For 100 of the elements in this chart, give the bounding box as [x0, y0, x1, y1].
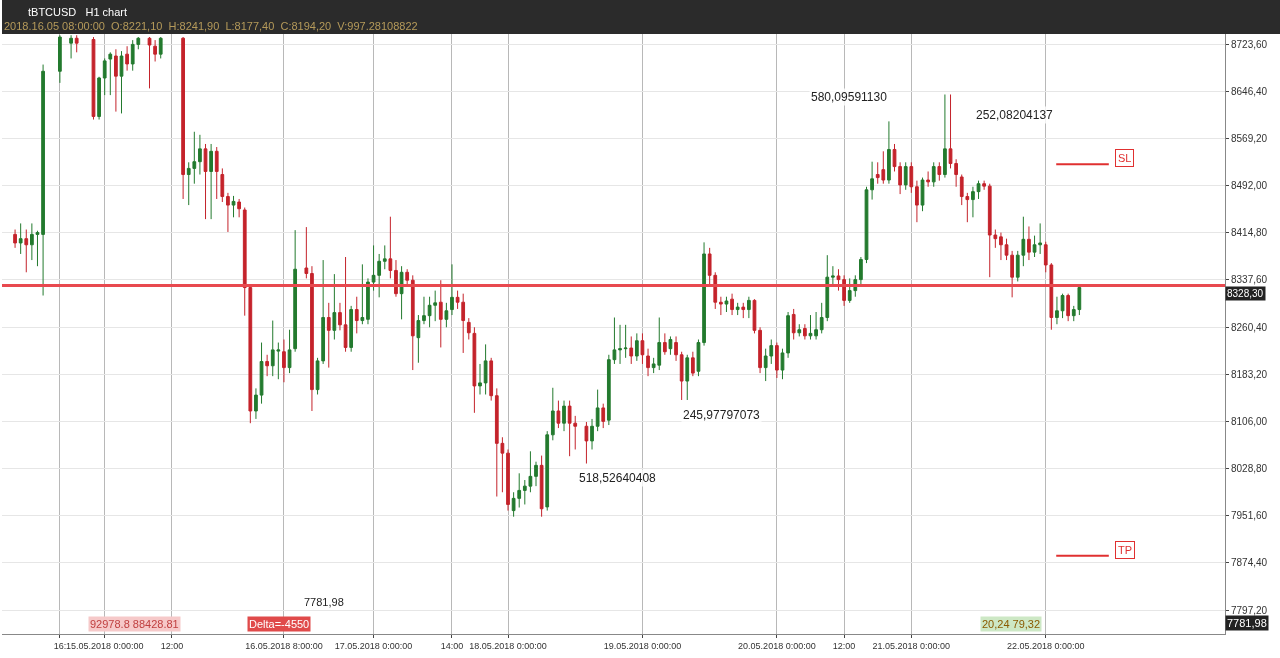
x-tick-label: 20.05.2018 0:00:00 — [738, 640, 816, 651]
x-tick-label: 19.05.2018 0:00:00 — [603, 640, 682, 651]
candlestick — [550, 387, 555, 441]
candlestick — [209, 143, 213, 220]
candlestick — [662, 332, 667, 356]
candlestick — [752, 298, 757, 334]
candlestick — [646, 348, 650, 377]
candlestick — [668, 335, 673, 356]
x-tick-label: 16: — [53, 640, 67, 651]
candlestick — [220, 167, 225, 203]
candlestick — [181, 36, 185, 200]
y-tick-label: 8260,40 — [1231, 321, 1268, 333]
y-tick-label: 7874,40 — [1231, 557, 1268, 569]
candlestick — [237, 198, 241, 218]
annotation: 92978.8 88428.81 — [90, 618, 179, 630]
candlestick — [466, 317, 471, 340]
candlestick — [158, 36, 163, 59]
candlestick — [405, 268, 410, 286]
x-tick-label: 14:00 — [440, 640, 464, 651]
candlestick — [338, 302, 342, 331]
annotation: 245,97797073 — [683, 408, 761, 422]
candlestick — [13, 229, 17, 249]
y-tick-label: 8028,80 — [1231, 463, 1268, 475]
candlestick — [366, 277, 370, 325]
candlestick — [640, 332, 645, 365]
chart-title: tBTCUSD H1 chart — [28, 6, 128, 18]
candlestick — [91, 36, 96, 121]
candlestick — [623, 324, 628, 359]
candlestick — [399, 265, 404, 320]
x-tick-label: 16.05.2018 8:00:00 — [245, 640, 323, 651]
candlestick — [1027, 225, 1031, 261]
candlestick — [265, 354, 270, 377]
ref-line-label: 8328,30 — [1227, 288, 1264, 299]
candlestick — [343, 256, 348, 353]
candlestick — [920, 177, 925, 212]
ref-line-label: TP — [1118, 544, 1133, 556]
candlestick — [472, 326, 477, 414]
candlestick — [937, 161, 942, 182]
candlestick — [915, 180, 919, 223]
annotation: 20,24 79,32 — [982, 618, 1041, 630]
text: 7781,98 — [1227, 617, 1267, 629]
candlestick — [293, 229, 298, 353]
x-tick-label: 12:00 — [160, 640, 184, 651]
candlestick — [332, 273, 337, 340]
candlestick — [590, 418, 594, 450]
candlestick — [690, 351, 695, 377]
candlestick — [483, 343, 488, 395]
candlestick — [982, 180, 987, 191]
candlestick — [304, 226, 309, 279]
candlestick — [24, 229, 29, 273]
candlestick — [102, 57, 107, 96]
candlestick — [125, 45, 129, 72]
candlestick — [931, 161, 936, 188]
candlestick — [108, 51, 113, 96]
candlestick — [444, 302, 449, 328]
candlestick — [438, 279, 443, 348]
candlestick — [97, 76, 101, 121]
candlestick — [685, 354, 690, 401]
candlestick — [58, 34, 62, 84]
candlestick — [679, 351, 684, 401]
candlestick — [360, 263, 365, 325]
candlestick — [562, 400, 566, 432]
candlestick — [903, 161, 908, 191]
candlestick — [214, 146, 219, 200]
candlestick — [724, 296, 729, 313]
candlestick — [539, 455, 544, 518]
y-tick-label: 8723,60 — [1231, 38, 1268, 50]
candlestick — [831, 265, 835, 286]
candlestick — [326, 302, 331, 369]
x-tick-label: 17.05.2018 0:00:00 — [334, 640, 413, 651]
candlestick — [730, 293, 734, 316]
candlestick — [803, 323, 807, 340]
candlestick — [1055, 296, 1059, 325]
candlestick — [926, 170, 930, 188]
candlestick — [254, 387, 258, 420]
candlestick — [556, 400, 561, 429]
candlestick — [422, 296, 426, 325]
candlestick — [287, 329, 292, 374]
candlestick — [74, 34, 79, 53]
candlestick — [394, 259, 398, 298]
candlestick — [416, 314, 421, 364]
candlestick — [450, 263, 454, 316]
candlestick — [119, 50, 124, 114]
candlestick — [410, 274, 415, 371]
y-tick-label: 7951,60 — [1231, 510, 1268, 522]
candlestick — [69, 34, 73, 59]
candlestick — [634, 332, 639, 362]
annotation: 252,08204137 — [976, 108, 1054, 122]
x-tick-label: 12:00 — [832, 640, 856, 651]
candlestick — [629, 335, 634, 365]
candlestick — [231, 195, 236, 218]
y-tick-label: 8337,60 — [1231, 274, 1268, 286]
x-tick-label: 22.05.2018 0:00:00 — [1006, 640, 1085, 651]
candlestick — [601, 403, 606, 429]
annotation: 7781,98 — [304, 596, 344, 608]
candlestick — [506, 448, 510, 512]
candlestick — [478, 363, 482, 395]
y-tick-label: 8492,00 — [1231, 180, 1268, 192]
candlestick — [758, 326, 762, 374]
y-tick-label: 8183,20 — [1231, 368, 1268, 380]
